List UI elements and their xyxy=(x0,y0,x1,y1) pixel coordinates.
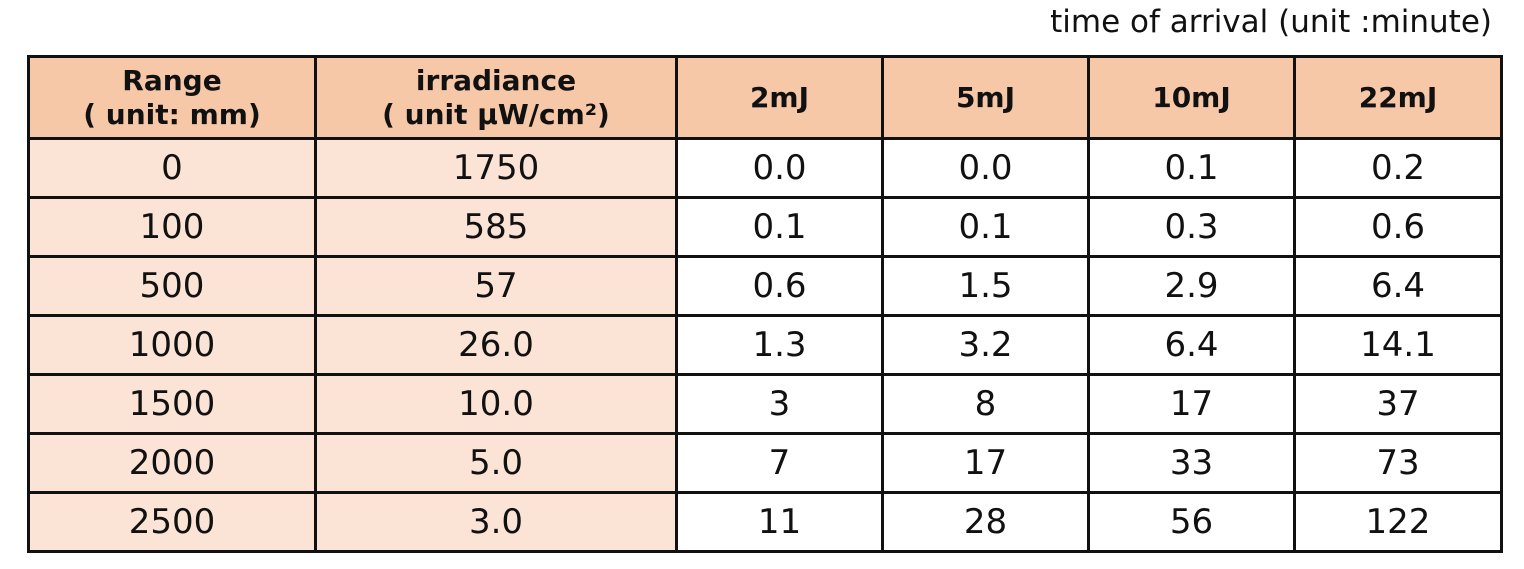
table-cell: 3.2 xyxy=(881,314,1090,376)
data-table: Range( unit: mm) irradiance( unit μW/cm²)… xyxy=(27,55,1503,553)
table-cell: 1000 xyxy=(27,314,317,376)
table-row: 0 1750 0.0 0.0 0.1 0.2 xyxy=(27,137,1503,199)
table-cell: 0.1 xyxy=(675,196,884,258)
table-cell: 73 xyxy=(1293,432,1503,494)
table-cell: 26.0 xyxy=(314,314,678,376)
header-row: Range( unit: mm) irradiance( unit μW/cm²)… xyxy=(27,55,1503,140)
table-body: 0 1750 0.0 0.0 0.1 0.2 100 585 0.1 0.1 0.3 0.6 500 57… xyxy=(27,137,1503,553)
table-cell: 14.1 xyxy=(1293,314,1503,376)
table-cell: 6.4 xyxy=(1087,314,1296,376)
header-text: ( unit: mm) xyxy=(83,97,261,131)
header-cell: 22mJ xyxy=(1293,55,1503,140)
table-cell: 8 xyxy=(881,373,1090,435)
header-cell: irradiance( unit μW/cm²) xyxy=(314,55,678,140)
header-cell: 10mJ xyxy=(1087,55,1296,140)
table-cell: 100 xyxy=(27,196,317,258)
table-cell: 0.1 xyxy=(1087,137,1296,199)
table-cell: 1.3 xyxy=(675,314,884,376)
table-cell: 0.1 xyxy=(881,196,1090,258)
table-row: 1000 26.0 1.3 3.2 6.4 14.1 xyxy=(27,314,1503,376)
table-cell: 0.6 xyxy=(1293,196,1503,258)
table-cell: 57 xyxy=(314,255,678,317)
table-cell: 3.0 xyxy=(314,491,678,553)
table-cell: 37 xyxy=(1293,373,1503,435)
header-text: 22mJ xyxy=(1358,80,1438,114)
table-cell: 11 xyxy=(675,491,884,553)
table-cell: 0.2 xyxy=(1293,137,1503,199)
table-row: 2000 5.0 7 17 33 73 xyxy=(27,432,1503,494)
table-cell: 585 xyxy=(314,196,678,258)
table-caption: time of arrival (unit :minute) xyxy=(1050,4,1492,40)
table-row: 500 57 0.6 1.5 2.9 6.4 xyxy=(27,255,1503,317)
table-cell: 1750 xyxy=(314,137,678,199)
table-cell: 17 xyxy=(1087,373,1296,435)
table-cell: 56 xyxy=(1087,491,1296,553)
table-cell: 5.0 xyxy=(314,432,678,494)
table-cell: 17 xyxy=(881,432,1090,494)
header-text: ( unit μW/cm²) xyxy=(382,97,610,131)
header-cell: 2mJ xyxy=(675,55,884,140)
header-cell: 5mJ xyxy=(881,55,1090,140)
header-text: 10mJ xyxy=(1152,80,1231,114)
header-text: Range xyxy=(122,63,222,97)
table-cell: 0.0 xyxy=(881,137,1090,199)
table-cell: 10.0 xyxy=(314,373,678,435)
header-text: 5mJ xyxy=(955,80,1016,114)
table-row: 100 585 0.1 0.1 0.3 0.6 xyxy=(27,196,1503,258)
table-cell: 33 xyxy=(1087,432,1296,494)
table-cell: 6.4 xyxy=(1293,255,1503,317)
table-cell: 1.5 xyxy=(881,255,1090,317)
header-text: 2mJ xyxy=(749,80,810,114)
table-cell: 2500 xyxy=(27,491,317,553)
table-cell: 0.3 xyxy=(1087,196,1296,258)
table-cell: 1500 xyxy=(27,373,317,435)
header-text: irradiance xyxy=(415,63,577,97)
table-cell: 0.0 xyxy=(675,137,884,199)
table-cell: 28 xyxy=(881,491,1090,553)
table-cell: 3 xyxy=(675,373,884,435)
header-cell: Range( unit: mm) xyxy=(27,55,317,140)
table-cell: 2000 xyxy=(27,432,317,494)
table-cell: 500 xyxy=(27,255,317,317)
table-row: 1500 10.0 3 8 17 37 xyxy=(27,373,1503,435)
table-cell: 7 xyxy=(675,432,884,494)
table-cell: 2.9 xyxy=(1087,255,1296,317)
table-cell: 0.6 xyxy=(675,255,884,317)
table-cell: 0 xyxy=(27,137,317,199)
table-row: 2500 3.0 11 28 56 122 xyxy=(27,491,1503,553)
table-cell: 122 xyxy=(1293,491,1503,553)
